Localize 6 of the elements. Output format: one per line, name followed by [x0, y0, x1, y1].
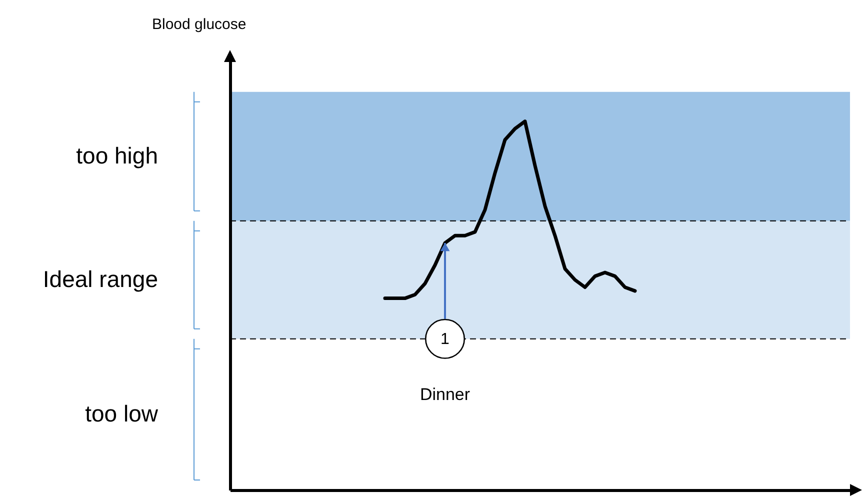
text: too high [76, 142, 158, 168]
annotation: 1 [440, 330, 450, 348]
text: Ideal range [42, 266, 158, 292]
text: too low [85, 400, 158, 426]
annotation: Dinner [420, 384, 470, 404]
text: Blood glucose [152, 16, 246, 33]
